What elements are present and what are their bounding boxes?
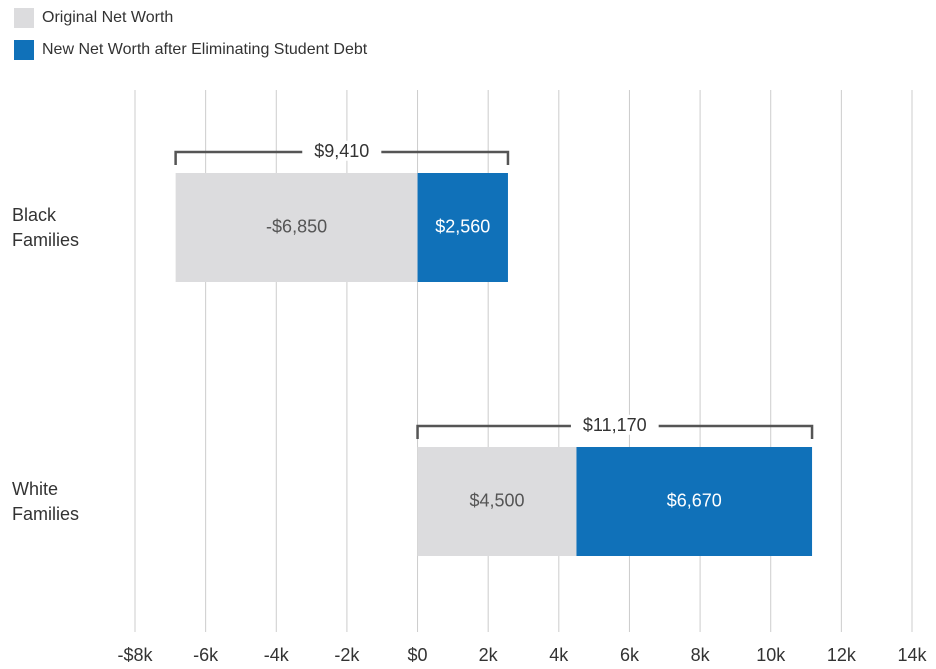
bar-value-label: $2,560 xyxy=(435,216,490,236)
x-tick-label: $0 xyxy=(408,645,428,665)
x-tick-label: -4k xyxy=(264,645,290,665)
x-tick-label: 4k xyxy=(549,645,569,665)
x-tick-label: 14k xyxy=(897,645,927,665)
bar-value-label: $6,670 xyxy=(667,490,722,510)
x-tick-label: 2k xyxy=(479,645,499,665)
x-tick-label: 12k xyxy=(827,645,857,665)
x-tick-label: -6k xyxy=(193,645,219,665)
legend-swatch xyxy=(14,40,34,60)
bracket-label-bg xyxy=(570,414,659,435)
x-tick-label: 10k xyxy=(756,645,786,665)
x-tick-label: 8k xyxy=(691,645,711,665)
legend-label: New Net Worth after Eliminating Student … xyxy=(42,41,368,58)
bar-value-label: -$6,850 xyxy=(266,216,327,236)
x-tick-label: 6k xyxy=(620,645,640,665)
bracket-label: $11,170 xyxy=(583,415,647,435)
legend-swatch xyxy=(14,8,34,28)
bar-value-label: $4,500 xyxy=(469,490,524,510)
bracket-label: $9,410 xyxy=(314,141,369,161)
bar xyxy=(175,173,418,282)
x-tick-label: -$8k xyxy=(117,645,153,665)
x-tick-label: -2k xyxy=(334,645,360,665)
category-label: White Families xyxy=(12,478,80,524)
category-label: Black Families xyxy=(12,204,80,250)
bar xyxy=(417,447,577,556)
bar xyxy=(417,173,508,282)
bar xyxy=(576,447,813,556)
legend-label: Original Net Worth xyxy=(42,9,173,26)
bracket-label-bg xyxy=(302,140,382,161)
